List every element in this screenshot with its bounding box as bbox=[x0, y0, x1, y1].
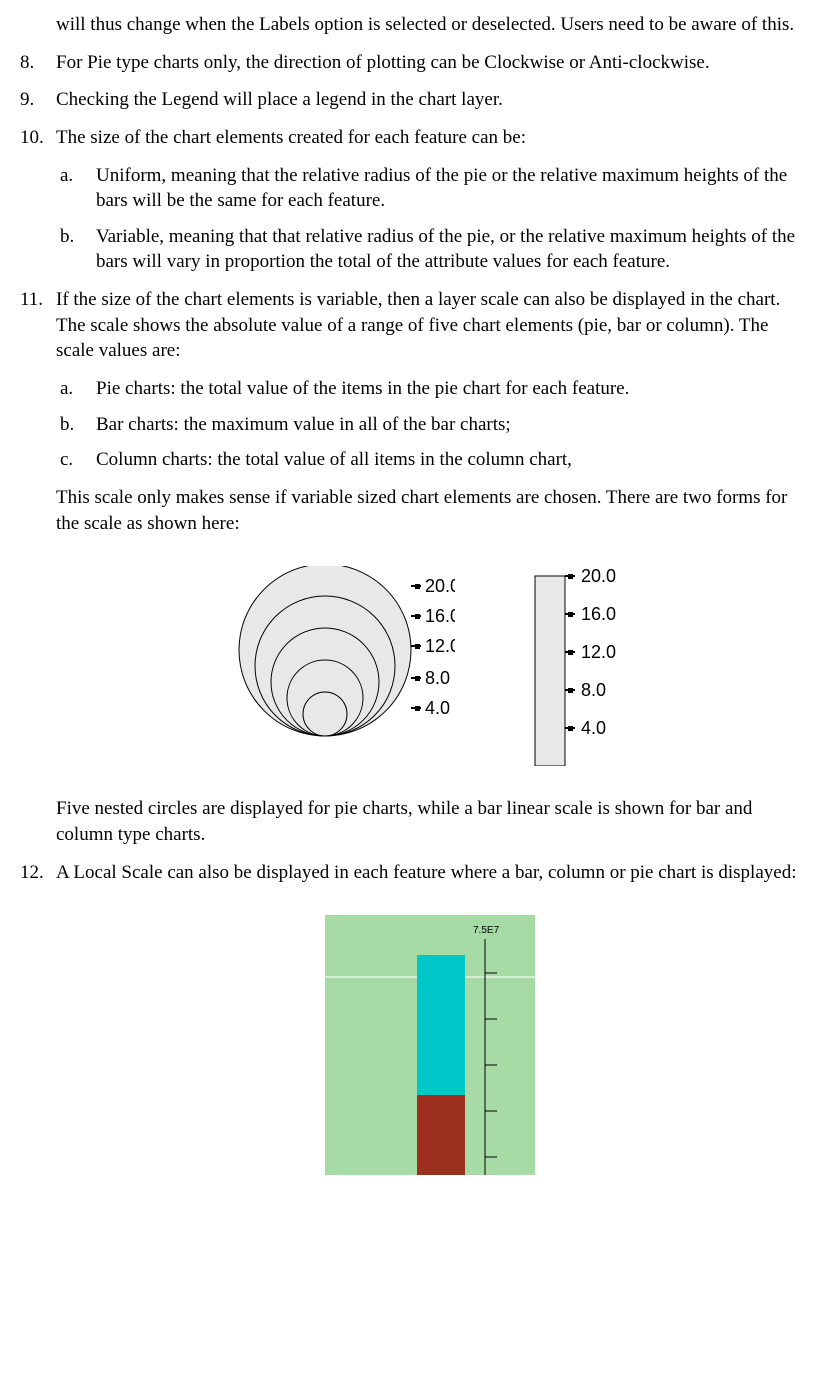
list-num-10: 10. bbox=[20, 125, 56, 151]
list-num-12: 12. bbox=[20, 860, 56, 886]
list-item-10: 10. The size of the chart elements creat… bbox=[20, 125, 804, 151]
svg-text:20.0: 20.0 bbox=[581, 566, 616, 586]
svg-text:16.0: 16.0 bbox=[581, 604, 616, 624]
list-after-11: Five nested circles are displayed for pi… bbox=[56, 796, 804, 847]
pie-scale-figure: 20.0 16.0 12.0 8.0 4.0 bbox=[225, 566, 455, 756]
svg-text:16.0: 16.0 bbox=[425, 606, 455, 626]
lead-paragraph: will thus change when the Labels option … bbox=[56, 12, 804, 38]
list-num-8: 8. bbox=[20, 50, 56, 76]
list-text-11c: Column charts: the total value of all it… bbox=[96, 447, 804, 473]
svg-text:8.0: 8.0 bbox=[425, 668, 450, 688]
list-item-9: 9. Checking the Legend will place a lege… bbox=[20, 87, 804, 113]
list-item-11b: b. Bar charts: the maximum value in all … bbox=[60, 412, 804, 438]
list-item-10a: a. Uniform, meaning that the relative ra… bbox=[60, 163, 804, 214]
local-scale-figure: 7.5E7 bbox=[325, 915, 535, 1175]
list-text-10b: Variable, meaning that that relative rad… bbox=[96, 224, 804, 275]
list-text-8: For Pie type charts only, the direction … bbox=[56, 50, 804, 76]
svg-text:4.0: 4.0 bbox=[581, 718, 606, 738]
list-lbl-10b: b. bbox=[60, 224, 96, 275]
list-text-9: Checking the Legend will place a legend … bbox=[56, 87, 804, 113]
svg-text:4.0: 4.0 bbox=[425, 698, 450, 718]
list-text-12: A Local Scale can also be displayed in e… bbox=[56, 860, 804, 886]
list-tail-11: This scale only makes sense if variable … bbox=[56, 485, 804, 536]
list-item-11a: a. Pie charts: the total value of the it… bbox=[60, 376, 804, 402]
svg-text:7.5E7: 7.5E7 bbox=[473, 925, 500, 936]
svg-text:8.0: 8.0 bbox=[581, 680, 606, 700]
list-text-11: If the size of the chart elements is var… bbox=[56, 287, 804, 364]
svg-text:12.0: 12.0 bbox=[425, 636, 455, 656]
list-lbl-11a: a. bbox=[60, 376, 96, 402]
list-item-11c: c. Column charts: the total value of all… bbox=[60, 447, 804, 473]
list-item-8: 8. For Pie type charts only, the directi… bbox=[20, 50, 804, 76]
svg-text:20.0: 20.0 bbox=[425, 576, 455, 596]
list-text-11b: Bar charts: the maximum value in all of … bbox=[96, 412, 804, 438]
list-lbl-11b: b. bbox=[60, 412, 96, 438]
list-text-10a: Uniform, meaning that the relative radiu… bbox=[96, 163, 804, 214]
list-lbl-10a: a. bbox=[60, 163, 96, 214]
list-num-11: 11. bbox=[20, 287, 56, 364]
list-item-11: 11. If the size of the chart elements is… bbox=[20, 287, 804, 364]
list-item-12: 12. A Local Scale can also be displayed … bbox=[20, 860, 804, 886]
svg-text:12.0: 12.0 bbox=[581, 642, 616, 662]
list-text-10: The size of the chart elements created f… bbox=[56, 125, 804, 151]
list-num-9: 9. bbox=[20, 87, 56, 113]
list-text-11a: Pie charts: the total value of the items… bbox=[96, 376, 804, 402]
list-item-10b: b. Variable, meaning that that relative … bbox=[60, 224, 804, 275]
list-lbl-11c: c. bbox=[60, 447, 96, 473]
bar-scale-figure: 20.0 16.0 12.0 8.0 4.0 bbox=[495, 566, 635, 766]
